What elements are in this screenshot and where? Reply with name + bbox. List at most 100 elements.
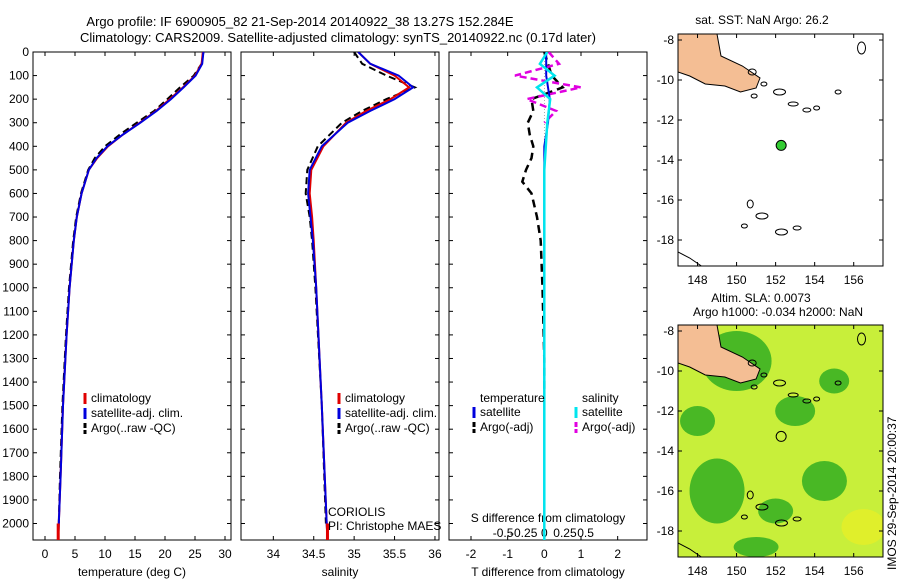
island-outline [747,68,757,76]
temp-xtick-label: 15 [128,547,142,561]
reef-outline [857,41,867,55]
depth-tick-label: 100 [9,69,29,83]
temp-legend-label: Argo(..raw -QC) [91,421,176,435]
sal-xtick-label: 35.5 [383,547,407,561]
new-guinea-land [678,34,761,93]
reef-outline [755,212,769,220]
difference-frame [448,51,648,541]
depth-tick-label: 300 [9,116,29,130]
temp-xtick-label: 20 [158,547,172,561]
diff-top-tick-label: 0.5 [577,526,594,540]
map-ytick-label: -16 [657,484,675,498]
map-ytick-label: -14 [657,444,675,458]
pi-label: PI: Christophe MAES [328,519,441,533]
reef-outline [746,490,754,500]
depth-tick-label: 400 [9,139,29,153]
diff-xtick-label: 1 [578,547,585,561]
map-ytick-label: -8 [663,324,674,338]
salinity-panel: 34 34.5 35 35.5 36 salinity climatologysatelli… [240,51,442,579]
reef-outline [774,228,788,236]
diff-T-argo-line [520,52,565,394]
island-outline [802,398,812,404]
temp-xlabel: temperature (deg C) [78,565,186,579]
sla-anomaly [680,406,716,436]
depth-tick-label: 800 [9,234,29,248]
reef-outline [746,199,754,209]
sal-legend-label: satellite-adj. clim. [345,406,437,420]
sla-anomaly [801,461,847,501]
reef-outline [834,380,842,386]
map-ytick-label: -18 [657,524,675,538]
island-outline [787,101,799,107]
depth-tick-label: 500 [9,163,29,177]
map-xtick-label: 148 [688,564,708,578]
depth-tick-label: 1100 [3,304,29,318]
island-outline [750,93,758,99]
diff-xtick-label: -2 [466,547,477,561]
map-xtick-label: 154 [805,564,825,578]
map-frame [677,33,884,267]
island-outline [813,105,821,111]
island-outline [750,384,758,390]
map-ytick-label: -10 [657,364,675,378]
sal-legend-label: Argo(..raw -QC) [345,421,430,435]
temperature-panel: 0100200300400500600700800900100011001200… [2,45,232,579]
diff-legend-label: satellite [480,405,521,419]
depth-tick-label: 900 [9,257,29,271]
sal-xtick-label: 34.5 [302,547,326,561]
temp-argo-line [57,52,205,524]
temp-clim-line [57,52,204,540]
header-line2: Climatology: CARS2009. Satellite-adjuste… [80,30,596,45]
depth-tick-label: 1400 [2,375,29,389]
sal-argo-line [304,52,418,524]
sla-anomaly [775,396,816,426]
diff-top-xlabel: S difference from climatology [471,511,626,525]
sla-high [841,509,883,545]
temp-legend-label: satellite-adj. clim. [91,406,183,420]
island-outline [773,379,787,387]
diff-xlabel: T difference from climatology [471,565,625,579]
map-ytick-label: -8 [663,33,674,47]
reef-outline [792,516,802,522]
map-xtick-label: 152 [766,564,786,578]
island-outline [787,392,799,398]
depth-tick-label: 1300 [2,351,29,365]
temp-xtick-label: 0 [42,547,49,561]
map-content [678,34,883,266]
depth-tick-label: 0 [22,45,29,59]
map-frame [677,324,884,558]
argo-position-marker [775,430,787,442]
reef-outline [740,514,748,520]
sal-sat-line [307,52,415,540]
depth-tick-label: 1900 [2,493,29,507]
reef-outline [834,89,842,95]
reef-outline [792,225,802,231]
sla-anomaly [819,368,850,394]
sla-anomaly [689,458,745,524]
map-xtick-label: 152 [766,273,786,287]
sst-map: 148 150 152 154 156 -8 -10 -12 -14 -16 -18 [657,33,884,287]
diff-top-tick-label: -0.25 [510,526,538,540]
depth-tick-label: 1500 [2,399,29,413]
map-xtick-label: 150 [727,564,747,578]
diff-xtick-label: -1 [502,547,513,561]
island-outline [813,396,821,402]
temp-xtick-label: 5 [72,547,79,561]
map-ytick-label: -16 [657,193,675,207]
map-ytick-label: -14 [657,153,675,167]
sla-map: 148 150 152 154 156 -8 -10 -12 -14 -16 -18 [657,324,884,578]
island-outline [760,372,768,378]
sst-map-title: sat. SST: NaN Argo: 26.2 [695,13,829,27]
diff-S-argo-line [514,52,582,124]
depth-tick-label: 1000 [2,281,29,295]
depth-tick-label: 1700 [2,446,29,460]
sal-xtick-label: 34 [267,547,281,561]
depth-tick-label: 600 [9,186,29,200]
reef-outline [755,503,769,511]
depth-tick-label: 1800 [2,469,29,483]
map-ytick-label: -12 [657,404,675,418]
map-xtick-label: 148 [688,273,708,287]
reef-outline [774,519,788,527]
header-line1: Argo profile: IF 6900905_82 21-Sep-2014 … [86,14,514,29]
diff-legend-title-sal: salinity [582,391,619,405]
